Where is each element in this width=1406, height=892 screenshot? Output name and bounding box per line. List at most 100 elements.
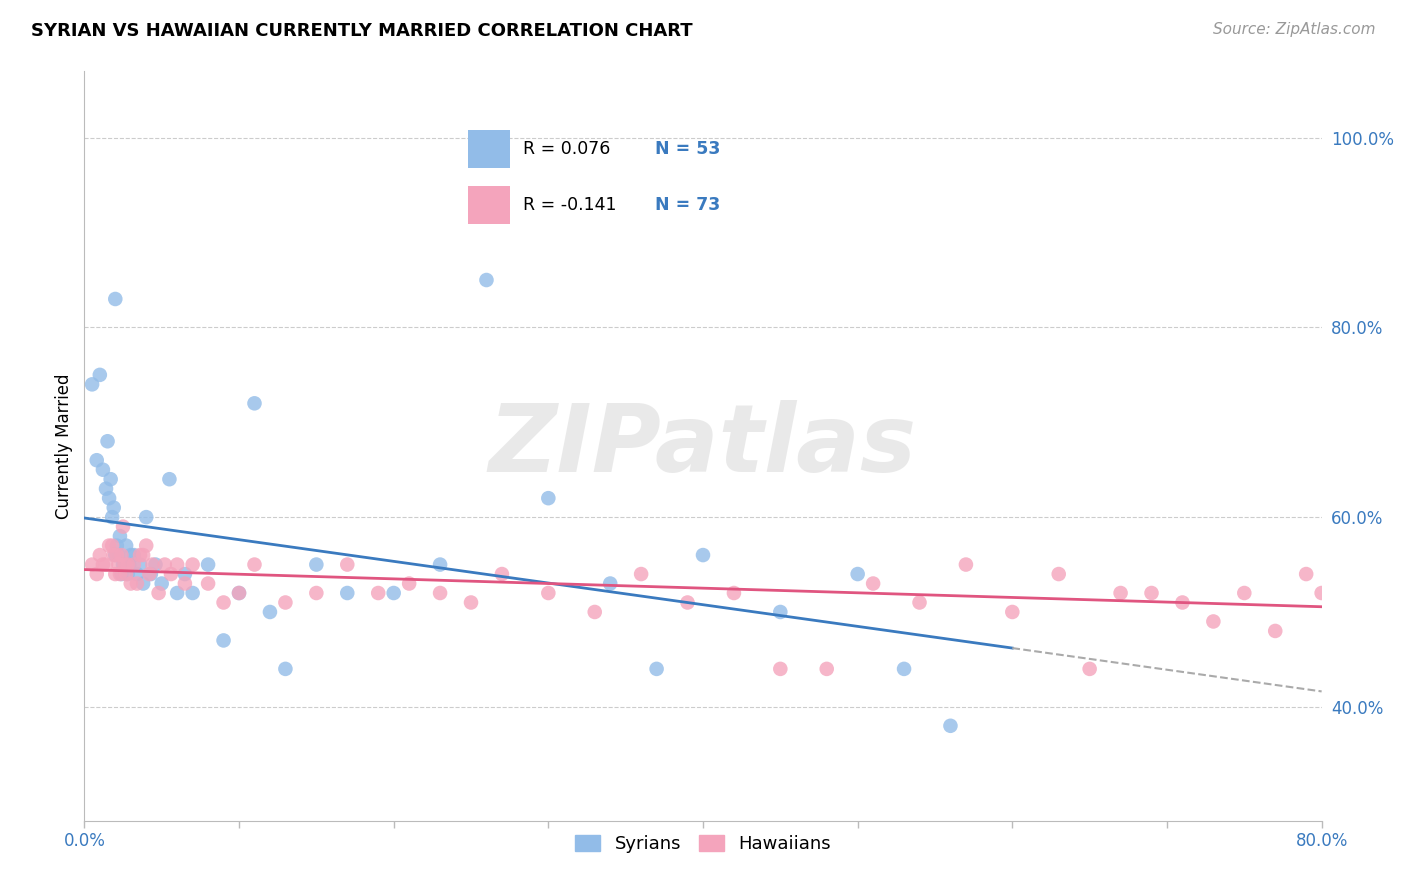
Point [135, 510, 157, 524]
Point [1140, 586, 1163, 600]
Point [197, 558, 219, 572]
Point [1001, 605, 1024, 619]
Point [212, 595, 235, 609]
Point [86, 567, 108, 582]
Point [89, 548, 111, 562]
Text: SYRIAN VS HAWAIIAN CURRENTLY MARRIED CORRELATION CHART: SYRIAN VS HAWAIIAN CURRENTLY MARRIED COR… [31, 22, 693, 40]
Point [91, 463, 114, 477]
Point [174, 567, 197, 582]
Point [166, 586, 188, 600]
Point [460, 595, 482, 609]
Point [120, 576, 142, 591]
Point [181, 558, 204, 572]
Point [398, 576, 420, 591]
Point [1326, 643, 1348, 657]
Point [1171, 595, 1194, 609]
Point [103, 548, 125, 562]
Point [125, 567, 148, 582]
Point [1233, 586, 1256, 600]
Point [132, 548, 155, 562]
Point [1357, 605, 1379, 619]
Point [150, 576, 173, 591]
Point [537, 491, 560, 505]
Point [197, 576, 219, 591]
Point [908, 595, 931, 609]
Point [212, 633, 235, 648]
Point [630, 567, 652, 582]
Point [112, 519, 135, 533]
Point [115, 539, 138, 553]
Point [174, 576, 197, 591]
Point [160, 567, 183, 582]
Point [1047, 567, 1070, 582]
Point [117, 567, 139, 582]
Point [107, 548, 129, 562]
Point [645, 662, 668, 676]
Point [94, 558, 117, 572]
Point [862, 576, 884, 591]
Point [583, 605, 606, 619]
Point [1264, 624, 1286, 638]
Point [110, 567, 132, 582]
Point [815, 662, 838, 676]
Point [141, 558, 163, 572]
Point [939, 719, 962, 733]
Point [104, 567, 127, 582]
Point [129, 548, 152, 562]
Point [112, 558, 135, 572]
Point [692, 548, 714, 562]
Point [336, 558, 359, 572]
Point [1202, 615, 1225, 629]
Point [117, 558, 139, 572]
Point [429, 586, 451, 600]
Point [243, 558, 266, 572]
Point [1078, 662, 1101, 676]
Point [228, 586, 250, 600]
Point [1341, 586, 1364, 600]
Point [115, 567, 138, 582]
Point [893, 662, 915, 676]
Point [122, 548, 145, 562]
Point [181, 586, 204, 600]
Point [120, 548, 142, 562]
Point [769, 605, 792, 619]
Point [1109, 586, 1132, 600]
Point [139, 567, 162, 582]
Point [101, 510, 124, 524]
Point [86, 453, 108, 467]
Point [166, 558, 188, 572]
Point [98, 539, 121, 553]
Point [82, 558, 104, 572]
Point [103, 500, 125, 515]
Point [769, 662, 792, 676]
Point [159, 472, 180, 486]
Point [1372, 576, 1395, 591]
Point [110, 548, 132, 562]
Point [94, 482, 117, 496]
Point [91, 558, 114, 572]
Point [105, 548, 128, 562]
Point [98, 491, 121, 505]
Point [108, 529, 131, 543]
Point [537, 586, 560, 600]
Text: ZIPatlas: ZIPatlas [489, 400, 917, 492]
Point [259, 605, 281, 619]
Point [145, 558, 167, 572]
Point [114, 558, 136, 572]
Point [382, 586, 405, 600]
Point [101, 539, 124, 553]
Legend: Syrians, Hawaiians: Syrians, Hawaiians [568, 828, 838, 860]
Point [955, 558, 977, 572]
Point [274, 662, 297, 676]
Point [82, 377, 104, 392]
Point [104, 548, 127, 562]
Point [1310, 586, 1333, 600]
Point [846, 567, 869, 582]
Point [129, 558, 152, 572]
Point [599, 576, 621, 591]
Point [89, 368, 111, 382]
Point [723, 586, 745, 600]
Point [305, 586, 328, 600]
Point [108, 567, 131, 582]
Point [138, 567, 160, 582]
